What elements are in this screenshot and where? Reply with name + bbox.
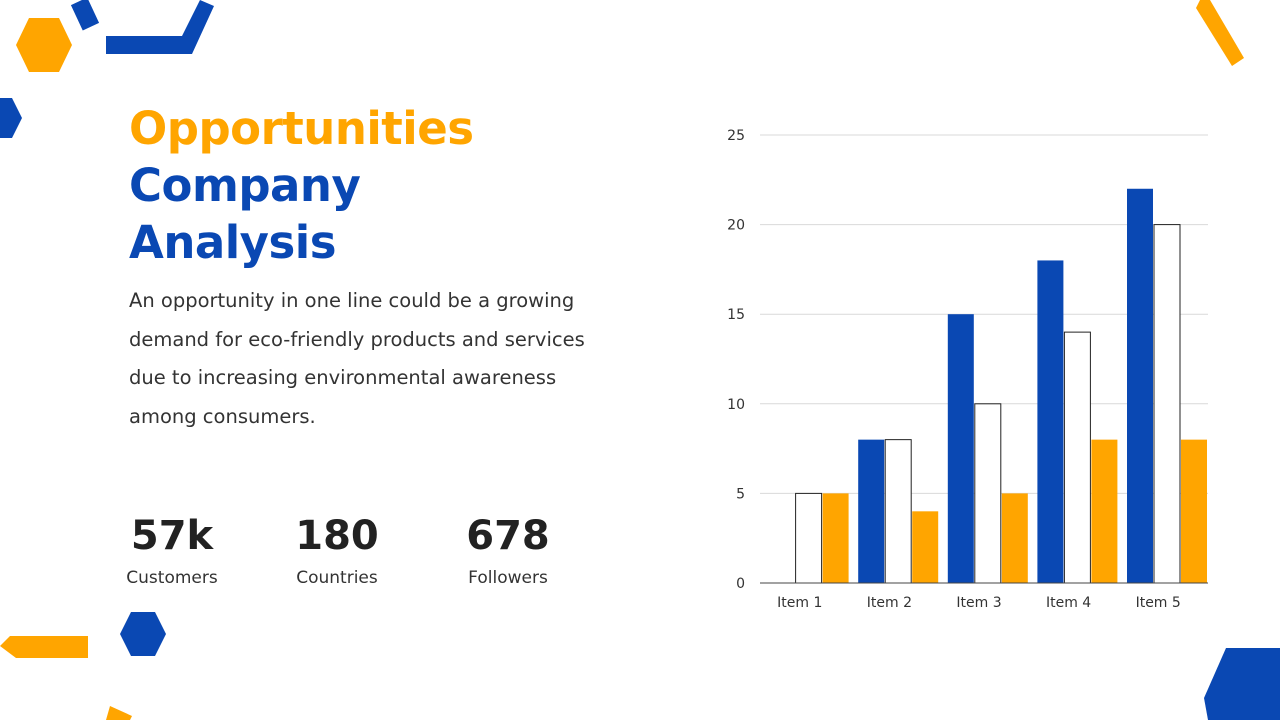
stat-value: 180 <box>295 513 379 559</box>
bar <box>1127 188 1153 583</box>
bar <box>1037 260 1064 583</box>
bar <box>1001 493 1028 583</box>
stat-customers: 57k Customers <box>87 510 257 590</box>
y-tick-label: 25 <box>727 128 745 144</box>
bar <box>912 511 939 583</box>
stat-value: 678 <box>466 513 550 559</box>
x-tick-label: Item 2 <box>867 595 912 611</box>
bar-chart: 0 5 10 15 20 25 Item 1 Item 2 Item 3 Item 4 Item 5 <box>727 128 1208 611</box>
bar <box>974 403 1002 584</box>
stat-label: Followers <box>468 568 548 588</box>
x-tick-label: Item 5 <box>1136 595 1181 611</box>
stat-label: Countries <box>296 568 378 588</box>
bar <box>1181 439 1207 583</box>
blue-hexagon-left-edge <box>0 98 22 138</box>
bar <box>1091 439 1118 583</box>
x-tick-label: Item 4 <box>1046 595 1091 611</box>
bar <box>884 439 912 584</box>
blue-bracket-top <box>70 0 214 54</box>
bar <box>858 439 885 583</box>
title-line-company: Company <box>129 159 361 212</box>
y-tick-label: 5 <box>736 486 745 502</box>
x-tick-label: Item 3 <box>956 595 1001 611</box>
y-tick-label: 20 <box>727 218 745 234</box>
stat-label: Customers <box>126 568 218 588</box>
bar <box>795 492 823 584</box>
bar <box>822 493 849 583</box>
page-title: Opportunities Company Analysis <box>129 100 474 271</box>
y-tick-label: 0 <box>736 576 745 592</box>
description-paragraph: An opportunity in one line could be a gr… <box>129 289 585 428</box>
bar <box>1063 331 1091 584</box>
y-tick-label: 15 <box>727 307 745 323</box>
bar <box>947 314 974 583</box>
y-tick-label: 10 <box>727 397 745 413</box>
title-line-opportunities: Opportunities <box>129 102 474 155</box>
blue-hexagon-bottom-right <box>1204 648 1280 720</box>
orange-fragment-bottom <box>106 706 132 720</box>
orange-slash-top-right <box>1196 0 1244 66</box>
stat-value: 57k <box>130 513 214 559</box>
stat-countries: 180 Countries <box>252 510 422 590</box>
bar <box>1153 224 1181 584</box>
orange-hexagon-top-left <box>16 18 72 72</box>
title-line-analysis: Analysis <box>129 216 336 269</box>
orange-bar-bottom-left <box>0 636 88 658</box>
blue-hexagon-bottom <box>120 612 166 656</box>
x-tick-label: Item 1 <box>777 595 822 611</box>
stat-followers: 678 Followers <box>423 510 593 590</box>
